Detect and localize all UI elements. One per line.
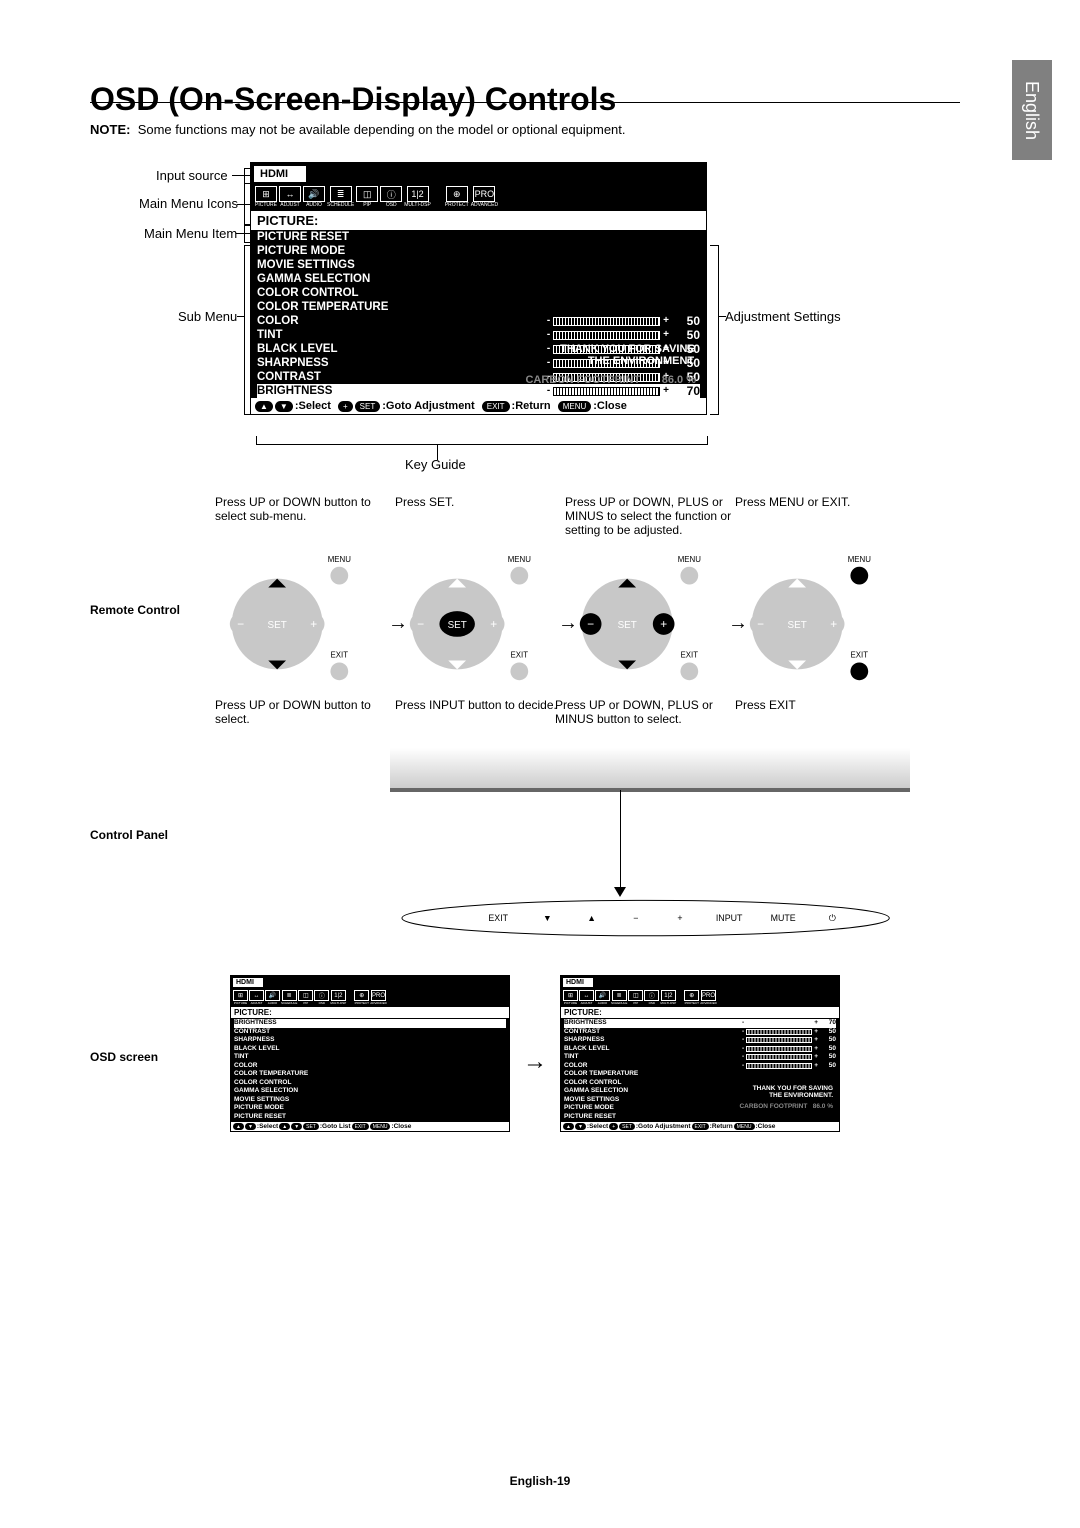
osd-screen-label: OSD screen bbox=[90, 1050, 158, 1064]
cp-step-4: Press EXIT bbox=[735, 698, 905, 712]
monitor-top-diagram bbox=[390, 748, 910, 792]
osd-item-color-temperature: COLOR TEMPERATURE bbox=[257, 300, 700, 314]
svg-text:EXIT: EXIT bbox=[511, 651, 529, 660]
control-panel-diagram: EXIT ▼ ▲ − + INPUT MUTE ⏻ bbox=[400, 893, 960, 953]
osd-menu-icon-osd: ⓘOSD bbox=[380, 186, 402, 208]
cp-step-2: Press INPUT button to decide. bbox=[395, 698, 565, 712]
svg-text:EXIT: EXIT bbox=[488, 913, 508, 923]
svg-text:EXIT: EXIT bbox=[331, 651, 349, 660]
svg-text:+: + bbox=[660, 617, 667, 631]
title-rule bbox=[90, 102, 960, 103]
osd-menu-icon-advanced: PROADVANCED bbox=[471, 186, 498, 208]
osd-env-msg: THANK YOU FOR SAVINGTHE ENVIRONMENT. bbox=[560, 343, 696, 367]
callout-sub-menu: Sub Menu bbox=[178, 309, 237, 324]
language-label: English bbox=[1022, 80, 1043, 139]
callout-key-guide: Key Guide bbox=[405, 457, 466, 472]
svg-text:MENU: MENU bbox=[508, 555, 531, 564]
osd-menu-icon-multi-dsp: 1|2MULTI-DSP bbox=[404, 186, 431, 208]
svg-text:−: − bbox=[633, 913, 638, 923]
osd-item-movie-settings: MOVIE SETTINGS bbox=[257, 258, 700, 272]
svg-text:MENU: MENU bbox=[848, 555, 871, 564]
language-tab: English bbox=[1012, 60, 1052, 160]
svg-text:SET: SET bbox=[448, 620, 467, 631]
remote-diagram-2: − + SET MENU EXIT bbox=[395, 555, 543, 690]
callout-main-item: Main Menu Item bbox=[144, 226, 237, 241]
osd-item-gamma-selection: GAMMA SELECTION bbox=[257, 272, 700, 286]
cp-step-1: Press UP or DOWN button to select. bbox=[215, 698, 385, 726]
callout-adj-settings: Adjustment Settings bbox=[725, 309, 841, 324]
svg-text:INPUT: INPUT bbox=[716, 913, 743, 923]
osd-menu-icon-schedule: ≣SCHEDULE bbox=[327, 186, 354, 208]
remote-control-label: Remote Control bbox=[90, 603, 180, 617]
svg-text:EXIT: EXIT bbox=[681, 651, 699, 660]
svg-text:+: + bbox=[490, 617, 497, 631]
osd-screenshot-small-1: HDMI⊞PICTURE↔ADJUST🔊AUDIO≣SCHEDULE◫PIPⓘO… bbox=[230, 975, 510, 1132]
osd-menu-icon-pip: ◫PIP bbox=[356, 186, 378, 208]
note-text: Some functions may not be available depe… bbox=[138, 122, 626, 137]
svg-text:+: + bbox=[310, 617, 317, 631]
svg-text:−: − bbox=[237, 617, 244, 631]
osd-item-color: COLOR-+50 bbox=[257, 314, 700, 328]
remote-step-2: Press SET. − + SET MENU EXIT bbox=[395, 495, 565, 693]
osd-item-picture-reset: PICTURE RESET bbox=[257, 230, 700, 244]
note-line: NOTE: Some functions may not be availabl… bbox=[90, 122, 626, 137]
remote-step-1: Press UP or DOWN button to select sub-me… bbox=[215, 495, 385, 693]
osd-icon-row: ⊞PICTURE↔ADJUST🔊AUDIO≣SCHEDULE◫PIPⓘOSD1|… bbox=[251, 185, 706, 211]
osd-carbon: CARBON FOOTPRINT 86.0 % bbox=[525, 374, 696, 386]
cp-step-3: Press UP or DOWN, PLUS or MINUS button t… bbox=[555, 698, 725, 726]
osd-menu-icon-protect: ⊕PROTECT bbox=[445, 186, 469, 208]
osd-input-source: HDMI bbox=[254, 166, 306, 182]
osd-screenshot-main: HDMI ⊞PICTURE↔ADJUST🔊AUDIO≣SCHEDULE◫PIPⓘ… bbox=[250, 162, 707, 415]
svg-text:⏻: ⏻ bbox=[829, 913, 836, 923]
svg-text:▼: ▼ bbox=[543, 913, 552, 923]
svg-text:−: − bbox=[757, 617, 764, 631]
osd-screenshot-small-2: HDMI⊞PICTURE↔ADJUST🔊AUDIO≣SCHEDULE◫PIPⓘO… bbox=[560, 975, 840, 1132]
callout-main-icons: Main Menu Icons bbox=[139, 196, 238, 211]
control-panel-label: Control Panel bbox=[90, 828, 168, 842]
osd-menu-icon-picture: ⊞PICTURE bbox=[255, 186, 277, 208]
osd-item-tint: TINT-+50 bbox=[257, 328, 700, 342]
svg-text:MENU: MENU bbox=[328, 555, 351, 564]
osd-key-guide: ▲▼:Select +SET:Goto Adjustment EXIT:Retu… bbox=[251, 398, 706, 414]
remote-diagram-4: − + SET MENU EXIT bbox=[735, 555, 883, 690]
svg-text:+: + bbox=[830, 617, 837, 631]
svg-text:−: − bbox=[587, 617, 594, 631]
osd-sub-list: PICTURE RESETPICTURE MODEMOVIE SETTINGSG… bbox=[251, 230, 706, 398]
osd-menu-icon-audio: 🔊AUDIO bbox=[303, 186, 325, 208]
svg-text:EXIT: EXIT bbox=[851, 651, 869, 660]
osd-menu-title: PICTURE: bbox=[251, 211, 706, 230]
note-label: NOTE: bbox=[90, 122, 130, 137]
arrow-icon: → bbox=[523, 1050, 547, 1074]
svg-text:▲: ▲ bbox=[587, 913, 596, 923]
remote-diagram-3: − + SET MENU EXIT bbox=[565, 555, 713, 690]
osd-menu-icon-adjust: ↔ADJUST bbox=[279, 186, 301, 208]
osd-item-picture-mode: PICTURE MODE bbox=[257, 244, 700, 258]
svg-text:MUTE: MUTE bbox=[771, 913, 796, 923]
callout-input-source: Input source bbox=[156, 168, 228, 183]
page-number: English-19 bbox=[0, 1474, 1080, 1488]
svg-text:SET: SET bbox=[618, 620, 637, 631]
remote-step-4: Press MENU or EXIT. − + SET MENU EXIT bbox=[735, 495, 905, 693]
osd-item-color-control: COLOR CONTROL bbox=[257, 286, 700, 300]
svg-text:SET: SET bbox=[268, 620, 287, 631]
page-title: OSD (On-Screen-Display) Controls bbox=[90, 81, 616, 118]
svg-text:MENU: MENU bbox=[678, 555, 701, 564]
remote-step-3: Press UP or DOWN, PLUS or MINUS to selec… bbox=[565, 495, 735, 693]
osd-item-brightness: BRIGHTNESS-+70 bbox=[257, 384, 700, 398]
svg-text:+: + bbox=[677, 913, 682, 923]
arrow-head-icon bbox=[614, 887, 626, 897]
remote-diagram-1: − + SET MENU EXIT bbox=[215, 555, 363, 690]
svg-text:SET: SET bbox=[788, 620, 807, 631]
arrow-line bbox=[620, 790, 621, 890]
svg-text:−: − bbox=[417, 617, 424, 631]
